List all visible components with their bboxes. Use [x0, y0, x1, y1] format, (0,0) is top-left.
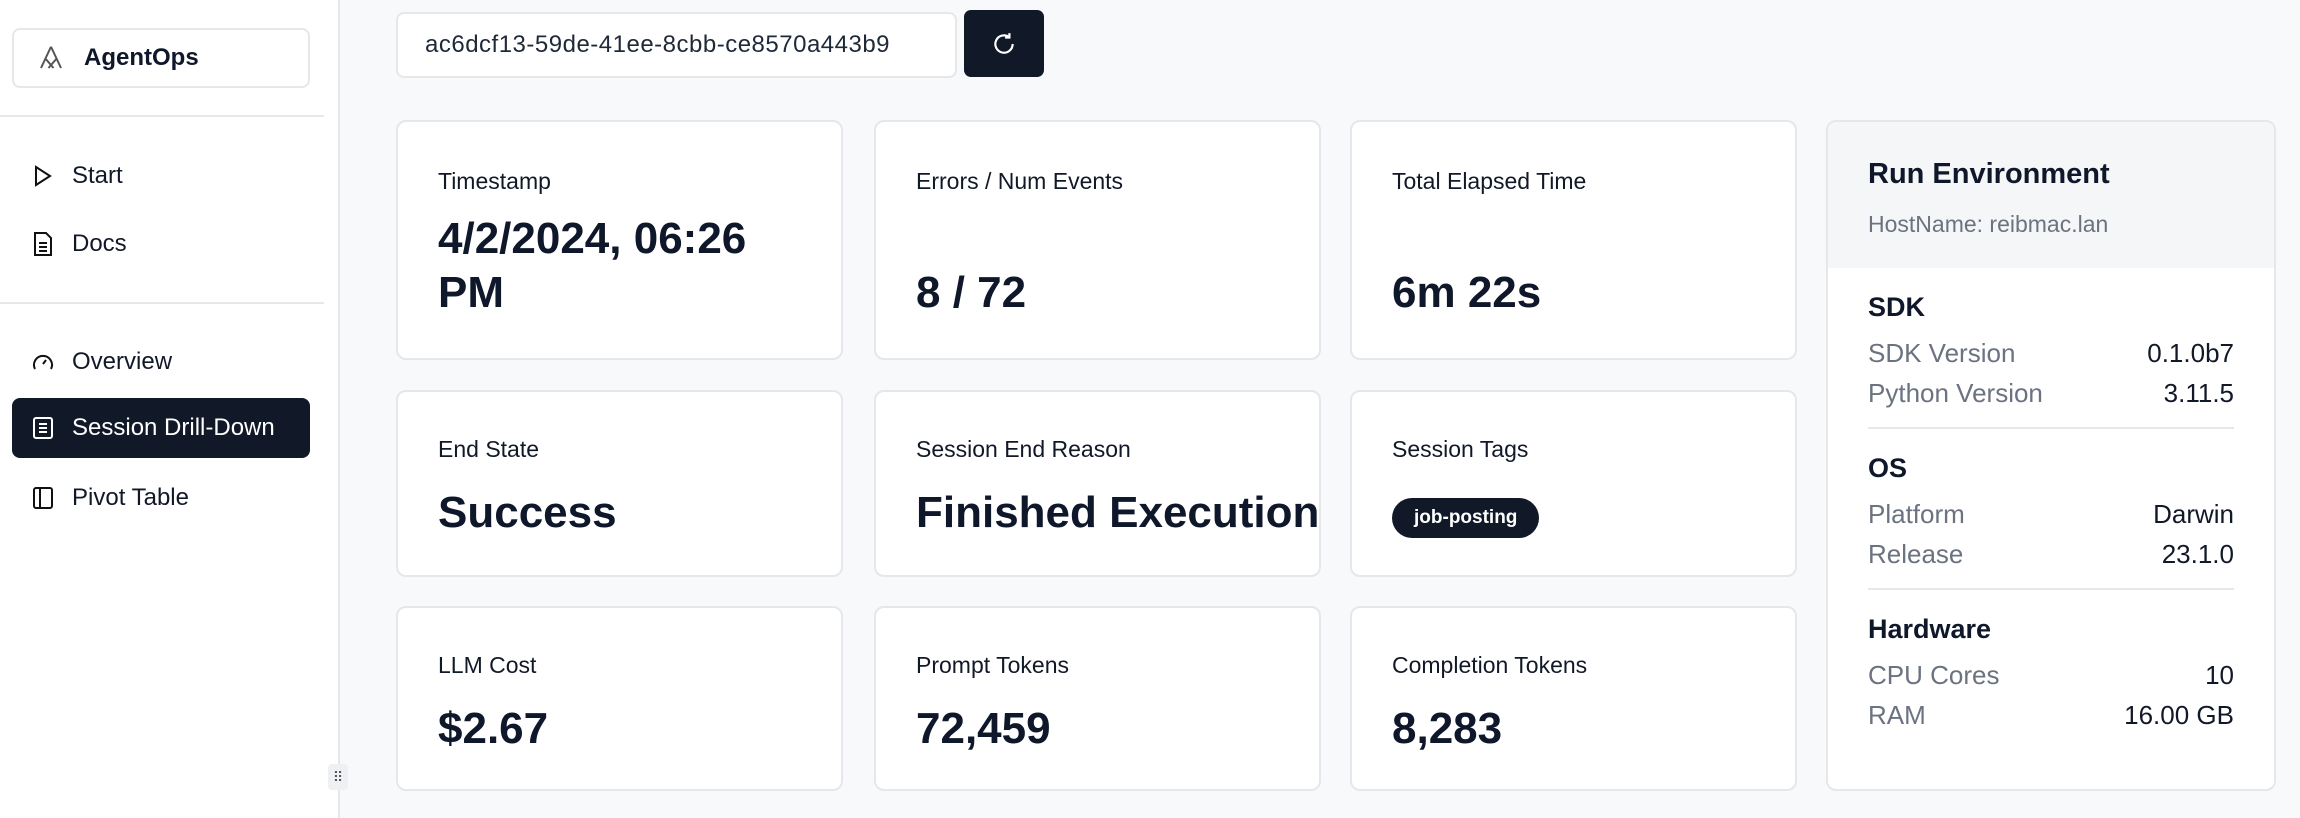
- section-title: Hardware: [1868, 614, 1992, 644]
- divider: [0, 302, 324, 304]
- session-tags-card: Session Tags job-posting: [1350, 390, 1797, 577]
- brand-logo-button[interactable]: AgentOps: [12, 28, 310, 88]
- errors-card: Errors / Num Events 8 / 72: [874, 120, 1321, 360]
- sidebar-item-label: Overview: [72, 348, 173, 375]
- timestamp-card: Timestamp 4/2/2024, 06:26 PM: [396, 120, 843, 360]
- card-value: $2.67: [438, 704, 549, 753]
- sidebar-item-pivot-table[interactable]: Pivot Table: [12, 468, 310, 528]
- card-label: Completion Tokens: [1392, 652, 1588, 678]
- elapsed-time-card: Total Elapsed Time 6m 22s: [1350, 120, 1797, 360]
- env-key: Python Version: [1868, 378, 2043, 408]
- card-label: Total Elapsed Time: [1392, 168, 1587, 194]
- card-label: End State: [438, 436, 540, 462]
- card-value: 8,283: [1392, 704, 1503, 753]
- hardware-section: Hardware CPU Cores 10 RAM 16.00 GB: [1828, 614, 2274, 735]
- session-id-input[interactable]: ac6dcf13-59de-41ee-8cbb-ce8570a443b9: [396, 12, 957, 78]
- sdk-section: SDK SDK Version 0.1.0b7 Python Version 3.1…: [1828, 292, 2274, 429]
- env-row: Platform Darwin: [1868, 494, 2234, 534]
- tag-badge[interactable]: job-posting: [1392, 498, 1540, 538]
- sidebar-item-label: Start: [72, 162, 123, 189]
- section-title: SDK: [1868, 292, 1926, 322]
- env-header: Run Environment HostName: reibmac.lan: [1828, 122, 2274, 268]
- play-icon: [35, 165, 52, 187]
- refresh-icon: [994, 32, 1014, 54]
- divider: [1868, 427, 2234, 429]
- card-value: 4/2/2024, 06:26 PM: [438, 214, 747, 317]
- env-key: Platform: [1868, 499, 1965, 529]
- sidebar-resize-handle[interactable]: ⠿: [328, 764, 348, 790]
- card-label: Timestamp: [438, 168, 551, 194]
- brand-name: AgentOps: [84, 44, 199, 71]
- env-row: SDK Version 0.1.0b7: [1868, 333, 2234, 373]
- sidebar-item-label: Docs: [72, 230, 127, 257]
- env-value: 0.1.0b7: [2147, 338, 2234, 368]
- env-value: 16.00 GB: [2124, 700, 2234, 730]
- env-key: CPU Cores: [1868, 660, 2000, 690]
- document-icon: [34, 232, 52, 256]
- sidebar-item-label: Pivot Table: [72, 484, 189, 511]
- sidebar-item-label: Session Drill-Down: [72, 414, 275, 441]
- env-row: RAM 16.00 GB: [1868, 695, 2234, 735]
- card-value: Success: [438, 488, 617, 537]
- agentops-logo-icon: [40, 46, 62, 69]
- env-value: 3.11.5: [2163, 378, 2234, 408]
- env-row: Python Version 3.11.5: [1868, 373, 2234, 413]
- card-label: Session Tags: [1392, 436, 1529, 462]
- sidebar-item-session-drill-down[interactable]: Session Drill-Down: [12, 398, 310, 458]
- section-title: OS: [1868, 453, 1908, 483]
- sidebar-item-start[interactable]: Start: [12, 146, 310, 206]
- card-value: 8 / 72: [916, 268, 1027, 317]
- env-key: Release: [1868, 539, 1964, 569]
- os-section: OS Platform Darwin Release 23.1.0: [1828, 453, 2274, 590]
- card-value: 72,459: [916, 704, 1051, 753]
- sidebar: AgentOps Start Docs Overview Session Dri…: [0, 0, 340, 818]
- list-icon: [33, 417, 53, 439]
- run-environment-panel: Run Environment HostName: reibmac.lan SD…: [1826, 120, 2276, 791]
- env-row: CPU Cores 10: [1868, 655, 2234, 695]
- env-value: 23.1.0: [2161, 539, 2234, 569]
- gauge-icon: [33, 354, 53, 370]
- refresh-button[interactable]: [964, 10, 1044, 77]
- divider: [1868, 588, 2234, 590]
- env-key: RAM: [1868, 700, 1926, 730]
- card-value: Finished Execution: [916, 488, 1320, 537]
- divider: [0, 115, 324, 117]
- card-value: 6m 22s: [1392, 268, 1542, 317]
- card-label: LLM Cost: [438, 652, 537, 678]
- llm-cost-card: LLM Cost $2.67: [396, 606, 843, 791]
- card-label: Errors / Num Events: [916, 168, 1124, 194]
- card-label: Session End Reason: [916, 436, 1131, 462]
- prompt-tokens-card: Prompt Tokens 72,459: [874, 606, 1321, 791]
- end-state-card: End State Success: [396, 390, 843, 577]
- card-label: Prompt Tokens: [916, 652, 1069, 678]
- sidebar-item-overview[interactable]: Overview: [12, 332, 310, 392]
- completion-tokens-card: Completion Tokens 8,283: [1350, 606, 1797, 791]
- env-value: Darwin: [2153, 499, 2234, 529]
- env-title: Run Environment: [1868, 158, 2110, 190]
- table-icon: [33, 487, 53, 509]
- end-reason-card: Session End Reason Finished Execution: [874, 390, 1321, 577]
- env-value: 10: [2205, 660, 2234, 690]
- env-key: SDK Version: [1868, 338, 2016, 368]
- env-hostname: HostName: reibmac.lan: [1868, 211, 2109, 237]
- env-row: Release 23.1.0: [1868, 534, 2234, 574]
- sidebar-item-docs[interactable]: Docs: [12, 214, 310, 274]
